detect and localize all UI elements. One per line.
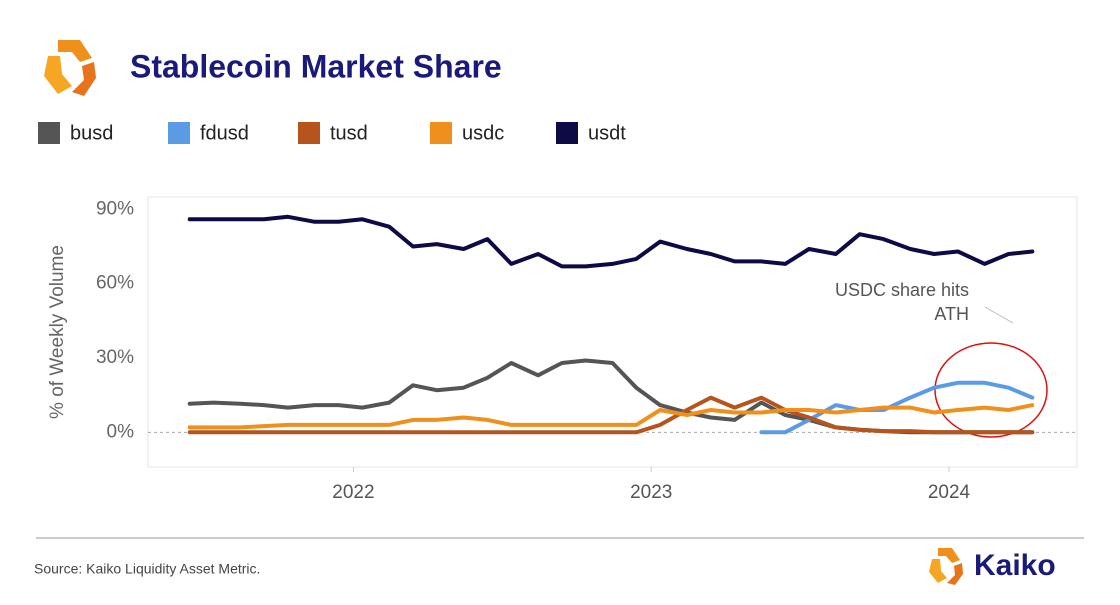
series-line xyxy=(759,380,1035,435)
brand-name: Kaiko xyxy=(974,549,1056,582)
legend-label: usdt xyxy=(588,122,626,144)
legend-swatch xyxy=(556,122,578,144)
y-tick-label: 30% xyxy=(96,347,134,368)
series-line xyxy=(187,403,1035,430)
brand-logo xyxy=(929,548,963,585)
annotation-leader xyxy=(984,306,1014,324)
legend-swatch xyxy=(298,122,320,144)
legend-swatch xyxy=(430,122,452,144)
legend-label: usdc xyxy=(462,122,504,144)
legend-label: busd xyxy=(70,122,113,144)
plot-frame xyxy=(147,196,1078,468)
highlight-circle xyxy=(934,342,1048,438)
legend-label: fdusd xyxy=(200,122,249,144)
y-tick-label: 60% xyxy=(96,273,134,294)
legend-label: tusd xyxy=(330,122,368,144)
y-tick-label: 0% xyxy=(107,421,135,442)
annotation: ATH xyxy=(934,304,969,324)
source: Source: Kaiko Liquidity Asset Metric. xyxy=(34,561,260,577)
series-line xyxy=(187,395,1035,435)
y-tick-label: 90% xyxy=(96,198,134,219)
x-tick-label: 2023 xyxy=(630,482,672,503)
series-line xyxy=(187,358,1035,435)
x-tick-label: 2024 xyxy=(928,482,971,503)
x-tick-label: 2022 xyxy=(332,482,374,503)
series-line xyxy=(187,214,1035,269)
annotation: USDC share hits xyxy=(835,280,969,300)
y-axis-label: % of Weekly Volume xyxy=(47,245,68,419)
legend-swatch xyxy=(168,122,190,144)
logo xyxy=(44,40,96,96)
chart-title: Stablecoin Market Share xyxy=(130,48,502,84)
legend-swatch xyxy=(38,122,60,144)
